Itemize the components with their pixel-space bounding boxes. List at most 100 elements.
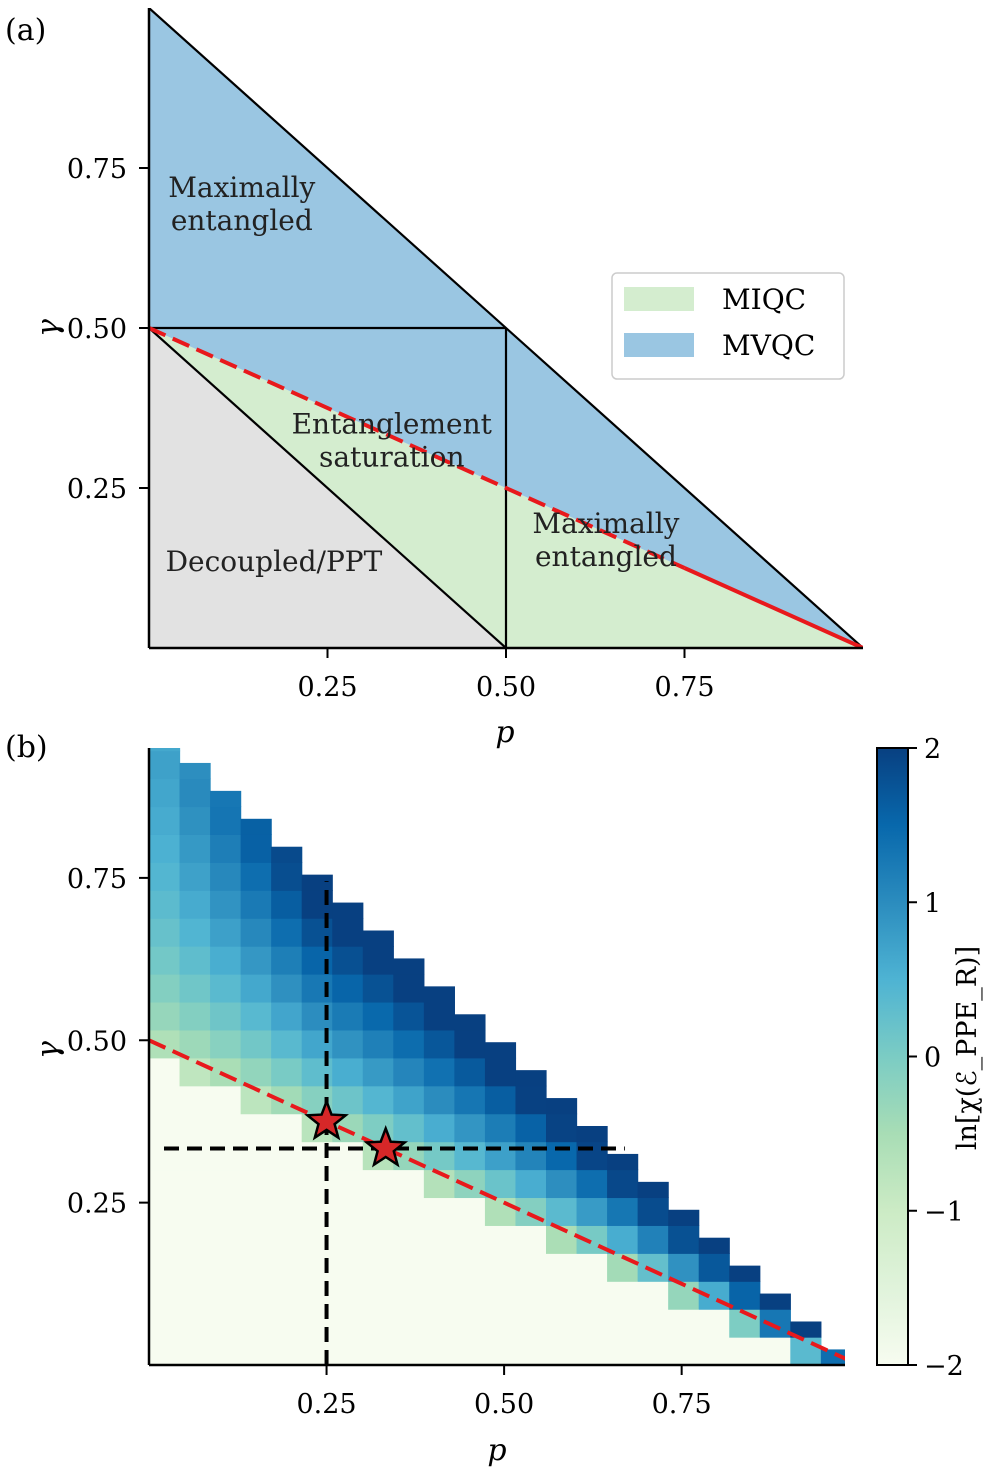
heatmap-cell: [668, 1209, 700, 1226]
heatmap-cell: [179, 1001, 211, 1031]
heatmap-cell: [668, 1225, 700, 1254]
heatmap-cell: [271, 1337, 303, 1365]
x-tick-label: 0.75: [654, 672, 714, 703]
heatmap-cell: [393, 1085, 425, 1115]
annotation-line: Decoupled/PPT: [166, 545, 383, 578]
legend-swatch-miqc: [624, 287, 694, 311]
heatmap-cell: [393, 1057, 425, 1087]
heatmap-cell: [149, 918, 181, 947]
heatmap-cell: [393, 1113, 425, 1143]
heatmap-cell: [454, 1057, 486, 1087]
heatmap-cell: [240, 946, 272, 975]
heatmap-cell: [362, 1225, 394, 1254]
heatmap-cell: [515, 1225, 547, 1254]
heatmap-cell: [362, 1281, 394, 1310]
annotation-line: entangled: [535, 540, 677, 573]
heatmap-cell: [515, 1113, 547, 1143]
heatmap-cell: [149, 1001, 181, 1031]
x-tick-label: 0.50: [476, 672, 536, 703]
heatmap-cell: [240, 862, 272, 891]
panel-a-plot-area: [149, 8, 863, 648]
colorbar-gradient: [876, 747, 909, 1366]
heatmap-cell: [240, 818, 272, 835]
heatmap-cell: [271, 1225, 303, 1254]
heatmap-cell: [332, 1309, 364, 1338]
heatmap-cell: [393, 1253, 425, 1282]
heatmap-cell: [149, 748, 181, 752]
heatmap-cell: [179, 1225, 211, 1254]
panel-b-heatmap: 0.25 0.50 0.75 0.25 0.50 0.75 p γ: [31, 748, 845, 1468]
heatmap-cell: [149, 946, 181, 975]
heatmap-cell: [179, 974, 211, 1003]
heatmap-cell: [210, 1169, 242, 1199]
heatmap-cell: [240, 890, 272, 919]
heatmap-cell: [454, 1014, 486, 1031]
heatmap-cell: [637, 1181, 669, 1199]
heatmap-cell: [179, 1253, 211, 1282]
heatmap-cell: [637, 1281, 669, 1310]
heatmap-cell: [240, 1029, 272, 1059]
heatmap-cell: [271, 1113, 303, 1143]
colorbar-label: ln[χ(ℰ_PPE_R)]: [952, 946, 983, 1150]
heatmap-cell: [607, 1169, 639, 1199]
heatmap-cell: [698, 1237, 730, 1254]
heatmap-cell: [271, 1253, 303, 1282]
heatmap-cell: [729, 1281, 761, 1310]
heatmap-cell: [179, 1197, 211, 1226]
heatmap-cell: [607, 1225, 639, 1254]
heatmap-cell: [423, 1029, 455, 1059]
heatmap-cell: [179, 1085, 211, 1115]
colorbar-tick-label: 2: [924, 734, 941, 765]
heatmap-cell: [546, 1141, 578, 1171]
heatmap-cell: [332, 1029, 364, 1059]
heatmap-cell: [393, 1309, 425, 1338]
heatmap-cell: [210, 946, 242, 975]
heatmap-cell: [607, 1153, 639, 1171]
heatmap-cell: [759, 1293, 791, 1310]
heatmap-cell: [484, 1141, 517, 1171]
y-axis-label: γ: [31, 319, 66, 337]
heatmap-cell: [271, 918, 303, 947]
heatmap-cell: [576, 1281, 608, 1310]
heatmap-cell: [301, 874, 333, 891]
heatmap-cell: [240, 1337, 272, 1365]
heatmap-cell: [210, 974, 242, 1003]
heatmap-cell: [271, 846, 303, 863]
heatmap-cell: [210, 1197, 242, 1226]
boundary-line-1: [149, 327, 507, 648]
panel-a-label: (a): [5, 13, 46, 48]
heatmap-cell: [668, 1309, 700, 1338]
heatmap-cell: [515, 1309, 547, 1338]
heatmap-cell: [362, 1197, 394, 1226]
heatmap-cell: [332, 1085, 364, 1115]
heatmap-cell: [271, 1197, 303, 1226]
heatmap-cell: [484, 1337, 517, 1365]
panel-b-label: (b): [5, 730, 48, 765]
heatmap-cell: [484, 1057, 517, 1087]
heatmap-cell: [393, 1225, 425, 1254]
heatmap-cell: [149, 1141, 181, 1171]
heatmap-cell: [546, 1098, 578, 1115]
legend: MIQC MVQC: [611, 272, 845, 380]
heatmap-cell: [546, 1253, 578, 1282]
heatmap-cell: [546, 1169, 578, 1199]
heatmap-cell: [332, 918, 364, 947]
heatmap-cell: [484, 1197, 517, 1226]
heatmap-cell: [484, 1085, 517, 1115]
legend-label-mvqc: MVQC: [722, 329, 815, 362]
heatmap-cell: [454, 1309, 486, 1338]
heatmap-cell: [210, 1253, 242, 1282]
heatmap-cell: [423, 1309, 455, 1338]
heatmap-cell: [546, 1337, 578, 1365]
heatmap-cell: [240, 918, 272, 947]
heatmap-cell: [637, 1253, 669, 1282]
heatmap-cell: [271, 890, 303, 919]
heatmap-cell: [332, 1337, 364, 1365]
heatmap-cell: [240, 1169, 272, 1199]
heatmap-cell: [179, 1057, 211, 1087]
heatmap-cell: [240, 1001, 272, 1031]
heatmap-cell: [271, 974, 303, 1003]
heatmap-cell: [240, 1141, 272, 1171]
heatmap-cell: [210, 918, 242, 947]
heatmap-cell: [149, 862, 181, 891]
